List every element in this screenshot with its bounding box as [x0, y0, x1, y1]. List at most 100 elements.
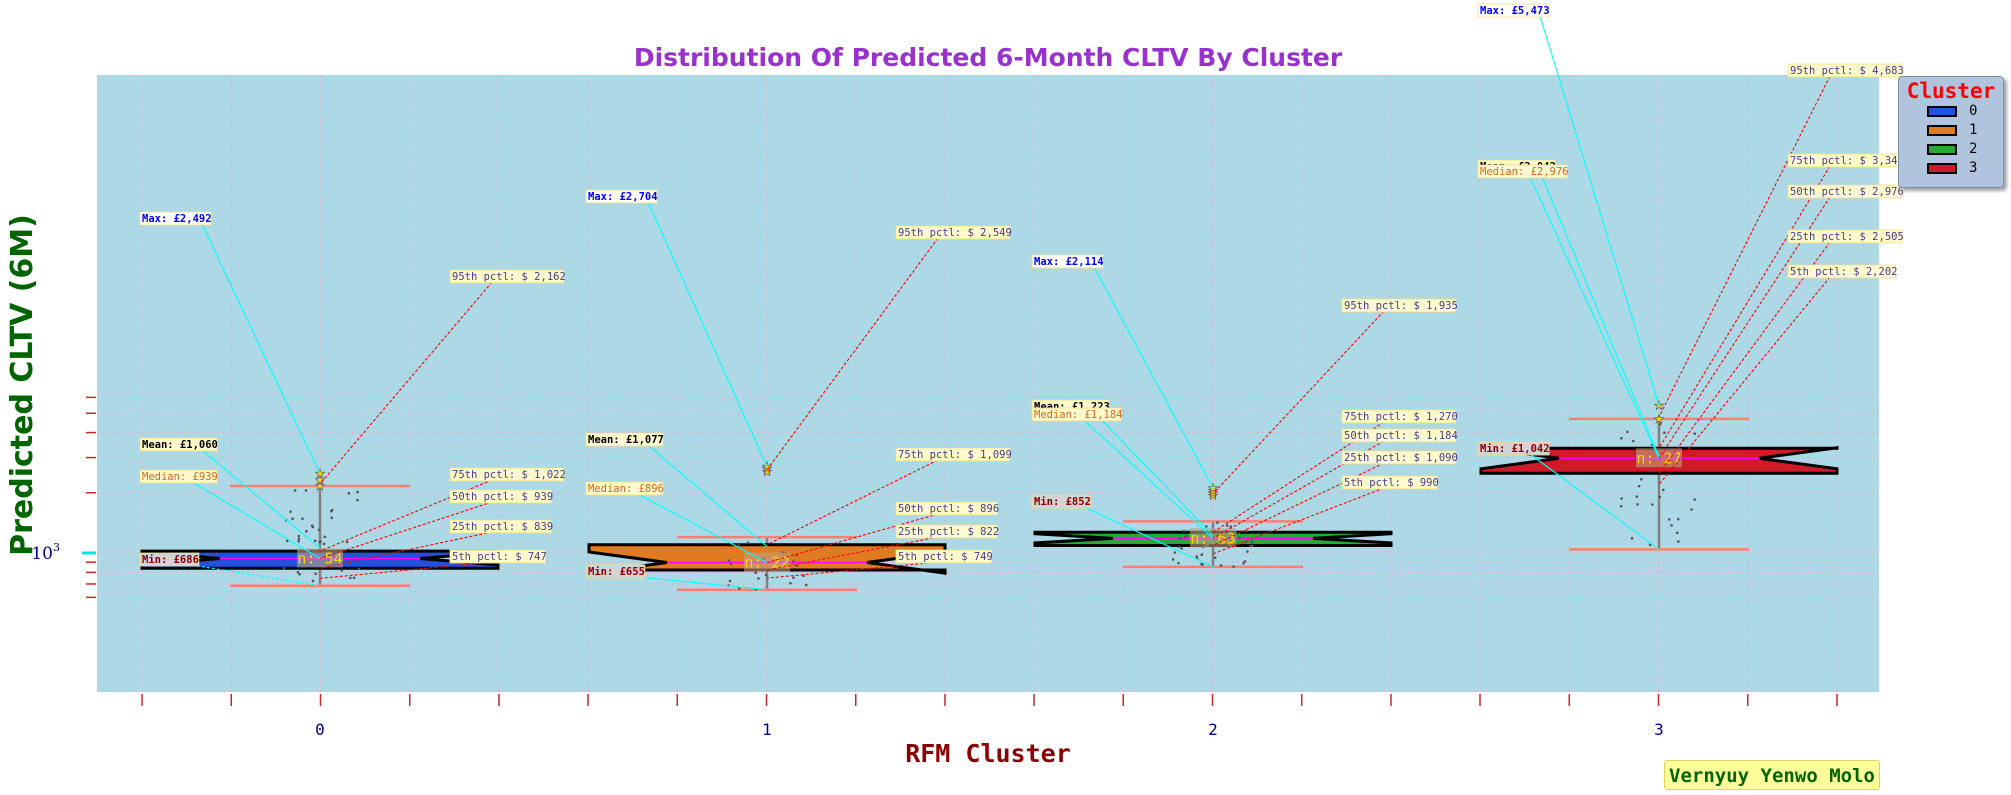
legend-item-0: 0	[1899, 103, 2003, 122]
p50-label: 50th pctl: $ 896	[898, 503, 999, 515]
p5-label-bg	[1787, 264, 1897, 279]
data-point	[729, 562, 733, 566]
data-point	[1173, 551, 1177, 554]
legend-label: 2	[1969, 141, 1978, 157]
data-point	[305, 529, 308, 533]
data-point	[297, 537, 301, 541]
data-point	[293, 489, 297, 492]
p25-label-bg	[449, 519, 552, 534]
p75-label-bg	[1341, 409, 1457, 424]
p95-label: 95th pctl: $ 2,549	[898, 227, 1012, 239]
data-point	[1201, 563, 1204, 566]
data-point	[738, 587, 741, 590]
x-axis-label: RFM Cluster	[905, 739, 1071, 768]
p25-label-bg	[1341, 450, 1457, 465]
data-point	[792, 576, 795, 579]
max-arrow	[1539, 15, 1660, 406]
data-point	[746, 541, 750, 544]
p75-label-bg	[895, 447, 1011, 462]
data-point	[1631, 439, 1635, 443]
median-arrow	[637, 493, 768, 564]
min-label: Min: £686	[142, 554, 199, 566]
data-point	[349, 560, 353, 564]
data-point	[304, 489, 308, 492]
data-point	[297, 534, 301, 538]
median-label: Median: £896	[588, 483, 664, 495]
p25-arrow	[766, 536, 939, 571]
data-point	[349, 576, 352, 580]
p50-label-bg	[1787, 184, 1903, 199]
max-arrow	[201, 223, 321, 474]
p5-arrow	[766, 561, 939, 579]
data-point	[1667, 518, 1671, 521]
p75-label: 75th pctl: $ 1,022	[452, 469, 566, 481]
legend-swatch	[1927, 125, 1957, 136]
data-point	[330, 516, 334, 520]
mean-arrow	[647, 444, 768, 547]
p5-label: 5th pctl: $ 747	[452, 551, 547, 563]
annotations-cluster-3: Max: £5,473Mean: £3,042Median: £2,976Min…	[1477, 3, 1904, 550]
data-point	[1250, 540, 1254, 544]
min-arrow	[637, 576, 768, 591]
p50-label: 50th pctl: $ 2,976	[1790, 186, 1904, 198]
data-point	[1693, 432, 1697, 435]
p25-label-bg	[1787, 229, 1903, 244]
median-label-bg	[139, 469, 218, 484]
data-point	[754, 571, 757, 575]
data-point	[356, 490, 359, 494]
data-point	[1250, 544, 1254, 547]
data-point	[1636, 503, 1639, 506]
data-point	[804, 583, 808, 587]
outlier-marker: ★	[1208, 489, 1219, 503]
x-tick-label: 3	[1654, 720, 1664, 739]
data-point	[352, 576, 356, 580]
data-point	[1690, 508, 1693, 511]
y-axis-label: Predicted CLTV (6M)	[5, 214, 40, 556]
outlier-marker: ★	[1208, 486, 1219, 500]
legend-swatch	[1927, 144, 1957, 155]
data-point	[1677, 540, 1680, 543]
data-point	[737, 544, 740, 547]
data-point	[1630, 537, 1634, 540]
data-point	[1238, 536, 1241, 540]
data-point	[340, 569, 344, 572]
data-point	[322, 542, 326, 546]
p50-label: 50th pctl: $ 1,184	[1344, 430, 1458, 442]
max-arrow	[1093, 266, 1214, 489]
median-label: Median: £1,184	[1034, 409, 1123, 421]
data-point	[1182, 529, 1186, 533]
p95-arrow	[1212, 310, 1385, 495]
data-point	[1626, 430, 1629, 434]
max-label-bg	[139, 211, 212, 226]
median-label: Median: £2,976	[1480, 166, 1569, 178]
p50-label-bg	[895, 501, 998, 516]
mean-label: Mean: £1,077	[588, 434, 664, 446]
data-point	[314, 572, 317, 575]
data-point	[1635, 495, 1639, 498]
min-label: Min: £1,042	[1480, 443, 1550, 455]
mean-arrow	[201, 449, 321, 549]
legend-item-3: 3	[1899, 160, 2003, 179]
p75-arrow	[766, 459, 939, 546]
max-label-bg	[1477, 3, 1550, 18]
p75-label: 75th pctl: $ 1,270	[1344, 411, 1458, 423]
min-label: Min: £655	[588, 566, 645, 578]
outlier-marker: ★	[762, 465, 773, 479]
p75-label-bg	[449, 467, 565, 482]
data-point	[1232, 565, 1235, 568]
data-point	[298, 572, 301, 576]
p95-label: 95th pctl: $ 2,162	[452, 271, 566, 283]
data-point	[1243, 560, 1247, 563]
y-tick-label: 103	[31, 541, 60, 564]
legend-item-2: 2	[1899, 141, 2003, 160]
p50-label-bg	[1341, 428, 1457, 443]
data-point	[1675, 531, 1679, 535]
data-point	[1178, 537, 1182, 540]
data-point	[1180, 547, 1184, 550]
min-arrow	[1083, 506, 1214, 568]
p95-label-bg	[449, 269, 565, 284]
data-point	[1177, 545, 1181, 549]
min-label-bg	[1477, 441, 1550, 456]
data-point	[1619, 504, 1623, 508]
